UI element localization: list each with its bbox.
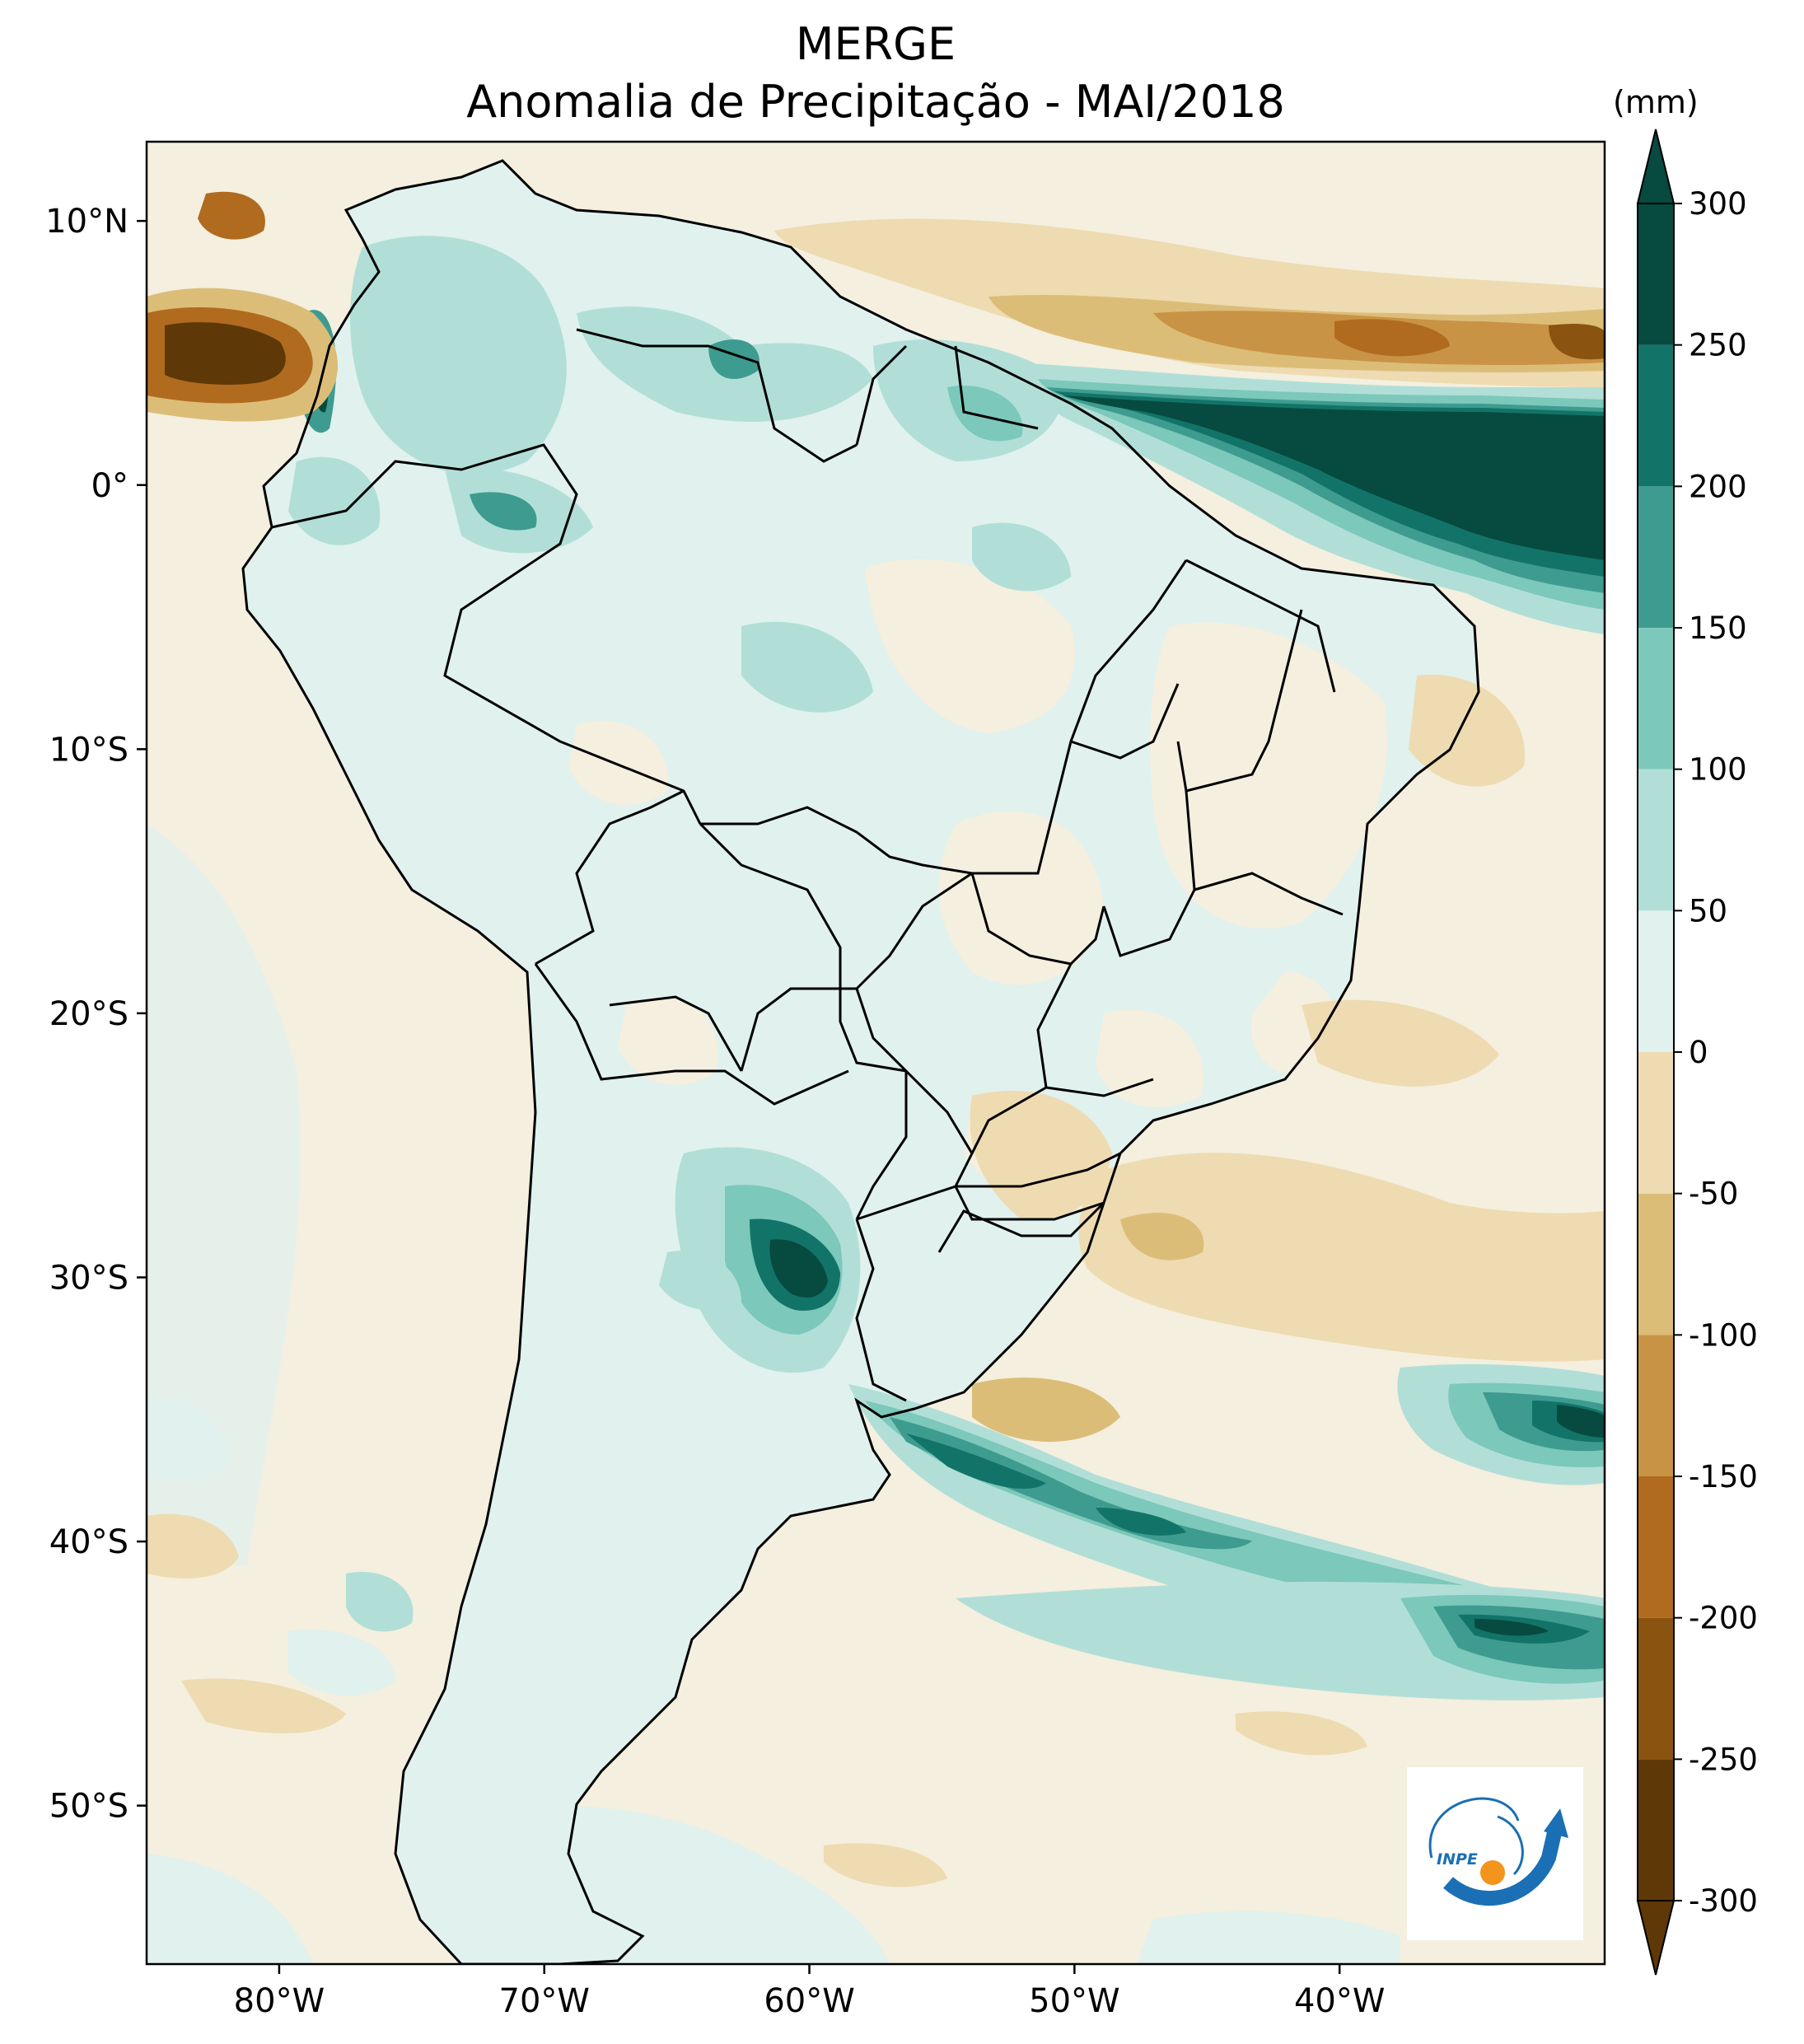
- colorbar-segment: [1638, 344, 1674, 487]
- colorbar-segment: [1638, 1193, 1674, 1335]
- lon-tick-label: 60°W: [764, 1982, 854, 2020]
- colorbar-extend-max: [1636, 129, 1675, 204]
- colorbar-segment: [1638, 203, 1674, 345]
- colorbar-label: -250: [1689, 1742, 1758, 1777]
- longitude-axis: 80°W 70°W 60°W 50°W 40°W: [234, 1964, 1385, 2020]
- colorbar-label: 50: [1689, 893, 1727, 928]
- colorbar-label: 300: [1689, 186, 1747, 222]
- colorbar-label: 100: [1689, 752, 1747, 788]
- colorbar-unit-label: (mm): [1613, 84, 1699, 120]
- map-title: MERGE: [795, 18, 956, 70]
- colorbar-label: -200: [1689, 1601, 1758, 1636]
- colorbar-segment: [1638, 486, 1674, 628]
- colorbar-segment: [1638, 1617, 1674, 1760]
- colorbar-segment: [1638, 910, 1674, 1052]
- lat-tick-label: 50°S: [49, 1788, 129, 1826]
- colorbar-segment: [1638, 1476, 1674, 1618]
- map-frame: [145, 140, 1606, 1966]
- lon-tick-label: 70°W: [499, 1982, 590, 2020]
- inpe-logo-graphic: [1428, 1797, 1568, 1906]
- inpe-logo-text: INPE: [1437, 1850, 1478, 1869]
- lon-tick-label: 80°W: [234, 1982, 325, 2020]
- colorbar-label: -300: [1689, 1883, 1758, 1919]
- map-subtitle: Anomalia de Precipitação - MAI/2018: [466, 76, 1285, 128]
- lat-tick-label: 10°N: [45, 203, 129, 241]
- colorbar-label: -100: [1689, 1317, 1758, 1353]
- colorbar-segment: [1638, 628, 1674, 769]
- colorbar-label: 150: [1689, 610, 1747, 646]
- colorbar-segment: [1638, 769, 1674, 911]
- colorbar-segment: [1638, 1759, 1674, 1901]
- colorbar-segment: [1638, 1052, 1674, 1194]
- lat-tick-label: 30°S: [49, 1259, 129, 1297]
- map-field: [147, 142, 1605, 1964]
- colorbar-label: -150: [1689, 1459, 1758, 1494]
- colorbar-label: -50: [1689, 1176, 1738, 1212]
- colorbar-label: 200: [1689, 469, 1747, 504]
- lon-tick-label: 40°W: [1294, 1982, 1385, 2020]
- inpe-logo: INPE: [1407, 1767, 1583, 1940]
- lon-tick-label: 50°W: [1029, 1982, 1119, 2020]
- lat-tick-label: 0°: [91, 467, 129, 505]
- colorbar-extend-min: [1636, 1900, 1675, 1976]
- colorbar-segment: [1638, 1335, 1674, 1476]
- colorbar: -300 -250 -200 -150 -100 -50 0 50 100 150 200 250 30…: [1636, 129, 1758, 1976]
- latitude-axis: 10°N 0° 10°S 20°S 30°S 40°S 50°S: [45, 203, 147, 1826]
- lat-tick-label: 20°S: [49, 995, 129, 1033]
- coastlines-and-borders: [241, 159, 1480, 1964]
- lat-tick-label: 40°S: [49, 1523, 129, 1561]
- colorbar-label: 0: [1689, 1035, 1708, 1070]
- lat-tick-label: 10°S: [49, 731, 129, 769]
- colorbar-label: 250: [1689, 328, 1747, 363]
